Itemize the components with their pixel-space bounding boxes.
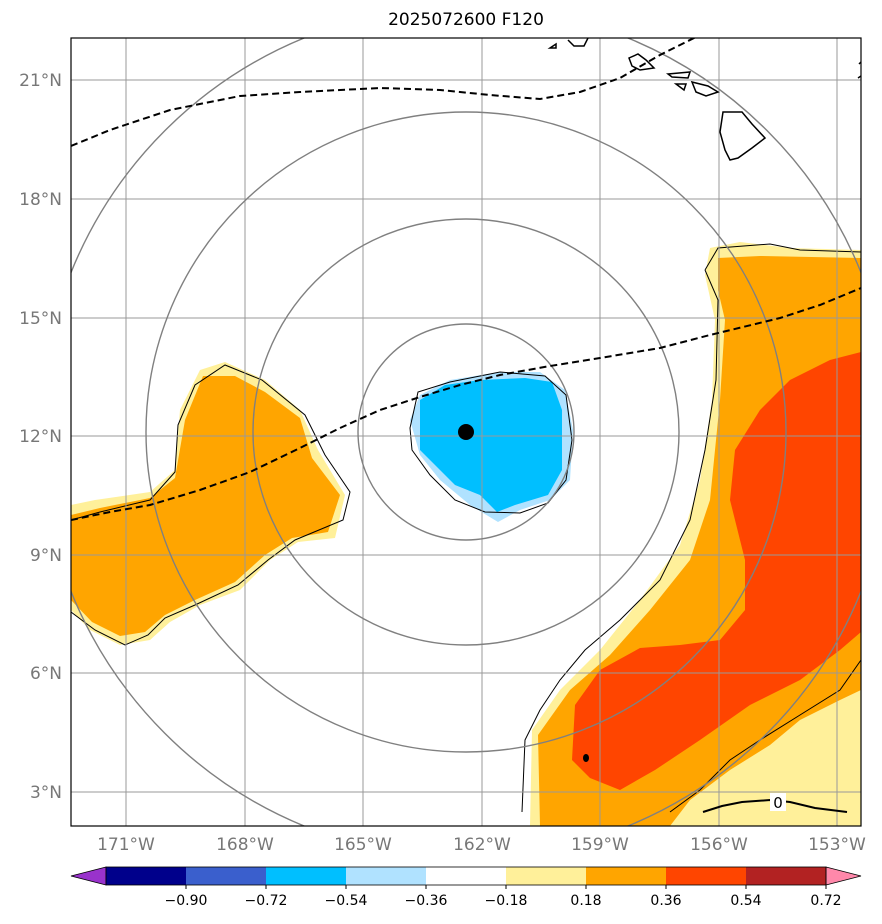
colorbar-tick-label: 0.72 [810,893,841,909]
lat-label: 12°N [19,427,62,447]
lat-label: 21°N [19,71,62,91]
colorbar-segment [746,867,827,885]
map-plot-area: 0 [71,38,861,826]
lon-label: 159°W [571,835,629,855]
latitude-labels: 21°N 18°N 15°N 12°N 9°N 6°N 3°N [19,71,62,803]
longitude-labels: 171°W 168°W 165°W 162°W 159°W 156°W 153°… [97,835,866,855]
colorbar-tick-label: −0.54 [325,893,368,909]
colorbar-segment [266,867,347,885]
right-anomaly-region [521,242,861,826]
lat-label: 18°N [19,190,62,210]
lon-label: 162°W [453,835,511,855]
lon-label: 168°W [216,835,274,855]
colorbar-segment [666,867,747,885]
colorbar-segment [586,867,667,885]
colorbar-extend-high [825,866,862,886]
colorbar-segment [506,867,587,885]
plot-frame [70,37,862,827]
colorbar-tick-label: 0.18 [570,893,601,909]
colorbar-segment [106,867,187,885]
lat-label: 9°N [30,546,62,566]
colorbar-segment [426,867,507,885]
lon-label: 171°W [97,835,155,855]
dashed-track [71,287,861,521]
left-anomaly-region [71,362,351,646]
range-rings [71,38,861,826]
colorbar-tick-label: 0.36 [650,893,681,909]
storm-center-marker [458,424,474,440]
colorbar-tick-label: −0.90 [165,893,208,909]
colorbar-frame [105,866,827,886]
colorbar-segment [346,867,427,885]
lat-label: 6°N [30,664,62,684]
colorbar-tick-label: 0.54 [730,893,761,909]
lat-label: 15°N [19,309,62,329]
coastline-hawaii [547,38,861,161]
lon-label: 156°W [690,835,748,855]
central-negative-anomaly [409,371,573,522]
colorbar-tick-label: −0.18 [485,893,528,909]
lon-label: 165°W [334,835,392,855]
dashed-track-north [71,38,697,147]
zero-contour-label: 0 [773,794,783,812]
colorbar-segment [186,867,267,885]
lat-label: 3°N [30,783,62,803]
colorbar-tick-label: −0.36 [405,893,448,909]
map-title: 2025072600 F120 [388,10,544,30]
colorbar-extend-low [70,866,107,886]
colorbar: −0.90 −0.72 −0.54 −0.36 −0.18 0.18 0.36 0.54 0.7… [70,866,862,909]
lon-label: 153°W [808,835,866,855]
colorbar-tick-label: −0.72 [245,893,288,909]
